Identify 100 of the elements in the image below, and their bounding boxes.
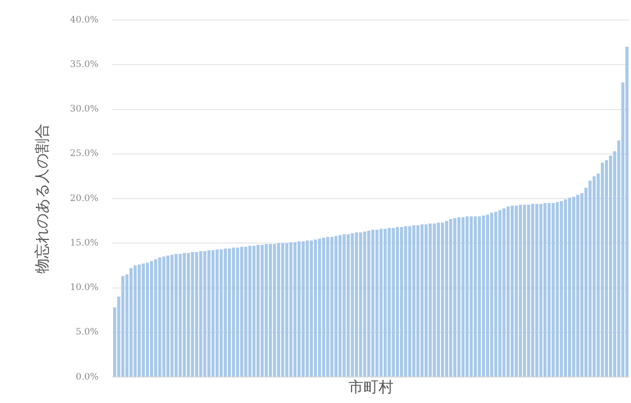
bar <box>134 265 137 376</box>
bar <box>158 257 162 376</box>
bar <box>199 251 202 376</box>
bar <box>322 238 326 376</box>
bar <box>518 204 522 376</box>
bar <box>232 248 236 376</box>
bar <box>354 232 358 376</box>
bar <box>264 244 268 376</box>
bar <box>248 246 252 376</box>
bar <box>384 228 387 376</box>
bar <box>190 252 194 376</box>
bar <box>338 235 342 376</box>
bar <box>350 233 354 376</box>
bar <box>424 224 428 376</box>
bar <box>195 252 198 376</box>
bar <box>560 201 563 376</box>
bar <box>552 202 555 376</box>
bar <box>400 227 404 376</box>
bar <box>346 234 350 376</box>
bar <box>314 240 318 376</box>
bar <box>482 215 486 376</box>
bar <box>445 220 448 376</box>
bar <box>166 256 170 376</box>
bar <box>207 250 210 376</box>
bar <box>556 202 559 376</box>
bar <box>474 216 477 376</box>
bar <box>600 162 604 376</box>
y-tick-label: 5.0% <box>76 328 100 338</box>
bar <box>224 248 227 376</box>
bar <box>186 252 190 376</box>
bar <box>625 46 628 376</box>
bar <box>203 251 206 376</box>
bar <box>306 240 309 376</box>
bar <box>142 264 145 376</box>
bar <box>436 222 440 376</box>
bar <box>470 216 473 376</box>
bar <box>146 262 149 376</box>
bar <box>326 236 330 376</box>
bar <box>527 204 530 376</box>
bar <box>412 225 416 376</box>
bar <box>310 240 313 376</box>
bar <box>592 176 596 376</box>
bar <box>289 242 292 376</box>
bar <box>277 243 280 376</box>
bar <box>285 243 288 376</box>
bar <box>572 196 576 376</box>
bar <box>457 217 460 376</box>
y-tick-label: 0.0% <box>76 372 100 382</box>
bar <box>363 232 366 376</box>
bar <box>568 198 572 376</box>
bar <box>302 241 305 376</box>
bar <box>244 246 248 376</box>
bar <box>359 232 362 376</box>
bar <box>478 216 481 376</box>
bar <box>252 246 256 376</box>
bar <box>240 246 244 376</box>
bar <box>498 210 502 376</box>
bar <box>211 250 215 376</box>
bar <box>494 212 498 376</box>
bar <box>535 204 538 376</box>
bar <box>220 249 223 376</box>
y-tick-label: 20.0% <box>70 194 100 204</box>
bar <box>138 264 141 376</box>
y-tick-label: 35.0% <box>70 60 100 70</box>
bar <box>564 199 568 376</box>
bar <box>440 222 444 376</box>
bar <box>150 260 154 376</box>
bar <box>506 206 510 376</box>
bar <box>388 228 391 376</box>
bar <box>129 268 133 376</box>
bar <box>416 225 420 376</box>
bar <box>486 214 490 376</box>
y-tick-label: 10.0% <box>70 283 100 294</box>
bar <box>453 218 456 376</box>
bar <box>174 254 178 376</box>
bar <box>121 276 124 376</box>
bar <box>162 256 166 376</box>
bar <box>260 244 264 376</box>
y-tick-label: 40.0% <box>70 15 100 26</box>
bar <box>178 254 182 376</box>
bar <box>428 223 432 376</box>
bar <box>182 252 186 376</box>
bar <box>281 243 284 376</box>
bar <box>420 224 424 376</box>
bar <box>375 230 378 376</box>
bar <box>272 244 276 376</box>
bar <box>256 244 260 376</box>
bar <box>531 204 534 376</box>
y-tick-label: 30.0% <box>70 104 100 115</box>
bar <box>404 226 408 376</box>
bar <box>392 228 395 376</box>
bar <box>330 236 334 376</box>
bar <box>522 204 526 376</box>
bar <box>539 204 542 376</box>
bar <box>502 208 506 376</box>
bar <box>543 202 547 376</box>
bar <box>576 194 580 376</box>
y-tick-label: 25.0% <box>70 149 100 160</box>
bar <box>268 244 272 376</box>
bar <box>548 202 551 376</box>
